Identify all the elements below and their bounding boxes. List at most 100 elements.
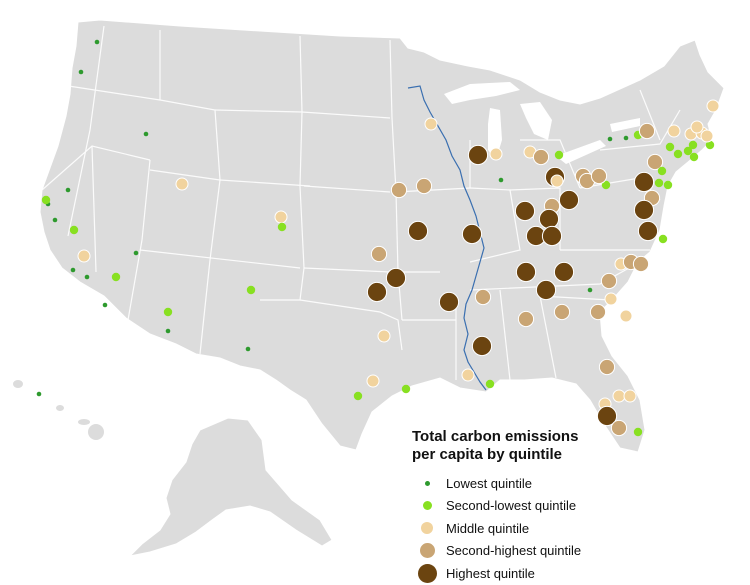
city-marker-highest [438, 291, 460, 313]
city-marker-highest [407, 220, 429, 242]
city-marker-lowest [587, 287, 593, 293]
city-marker-second-lowest [654, 178, 664, 188]
border-east-4 [639, 89, 661, 141]
city-marker-second-lowest [246, 285, 256, 295]
city-marker-second-highest [390, 181, 408, 199]
city-marker-lowest [78, 69, 84, 75]
city-marker-highest [515, 261, 537, 283]
border-west-5 [91, 145, 97, 273]
city-marker-second-highest [600, 272, 618, 290]
city-marker-highest [633, 199, 655, 221]
city-marker-lowest [143, 131, 149, 137]
legend-item-middle: Middle quintile [412, 517, 732, 540]
legend-swatch-lowest [424, 480, 430, 486]
border-west-2 [61, 84, 161, 101]
hawaii-maui [78, 419, 90, 425]
legend-item-highest: Highest quintile [412, 562, 732, 585]
city-marker-second-highest [646, 153, 664, 171]
city-marker-middle [377, 329, 391, 343]
border-west-1 [67, 25, 105, 237]
city-marker-lowest [36, 391, 42, 397]
border-midwest-4 [520, 139, 581, 189]
city-marker-middle [77, 249, 91, 263]
city-marker-highest [637, 220, 659, 242]
lake-erie [556, 140, 606, 164]
city-marker-second-lowest [658, 234, 668, 244]
city-marker-highest [596, 405, 618, 427]
border-southeast-4 [469, 261, 641, 291]
land-layer [13, 19, 725, 557]
city-marker-second-lowest [111, 272, 121, 282]
city-marker-lowest [245, 346, 251, 352]
city-marker-second-highest [532, 148, 550, 166]
city-marker-middle [175, 177, 189, 191]
city-marker-second-highest [415, 177, 433, 195]
border-southeast-2 [499, 289, 511, 381]
legend-swatch-second-lowest [422, 501, 432, 511]
city-marker-second-lowest [683, 146, 693, 156]
border-southeast-3 [539, 295, 557, 379]
city-marker-middle [489, 147, 503, 161]
border-mountain-4 [139, 249, 301, 269]
city-marker-middle [690, 120, 704, 134]
city-marker-second-lowest [633, 427, 643, 437]
city-marker-middle [550, 174, 564, 188]
city-marker-second-highest [553, 303, 571, 321]
legend-label-highest: Highest quintile [446, 565, 535, 581]
legend-swatch-highest [417, 563, 437, 583]
border-plains-2 [214, 109, 391, 119]
city-marker-second-lowest [41, 195, 51, 205]
legend-label-middle: Middle quintile [446, 520, 530, 536]
city-marker-second-lowest [601, 180, 611, 190]
contiguous-us-landmass [39, 19, 725, 453]
legend-label-second-lowest: Second-lowest quintile [446, 498, 577, 514]
city-marker-lowest [165, 328, 171, 334]
city-marker-second-lowest [657, 166, 667, 176]
city-marker-highest [535, 279, 557, 301]
legend-item-second-lowest: Second-lowest quintile [412, 495, 732, 518]
city-marker-second-lowest [665, 142, 675, 152]
city-marker-highest [385, 267, 407, 289]
legend-swatch-second-highest [419, 543, 435, 559]
city-marker-second-highest [370, 245, 388, 263]
city-marker-second-highest [474, 288, 492, 306]
border-plains-3 [303, 185, 391, 193]
city-marker-highest [461, 223, 483, 245]
city-marker-second-lowest [663, 180, 673, 190]
city-marker-highest [538, 208, 560, 230]
city-marker-second-highest [632, 255, 650, 273]
city-marker-highest [558, 189, 580, 211]
border-mountain-3 [199, 179, 221, 355]
legend-items: Lowest quintile Second-lowest quintile M… [412, 472, 732, 585]
legend-label-second-highest: Second-highest quintile [446, 543, 582, 559]
lake-superior [444, 82, 520, 104]
border-mountain-1 [159, 30, 221, 181]
city-marker-lowest [52, 217, 58, 223]
city-marker-highest [541, 225, 563, 247]
city-marker-second-lowest [485, 379, 495, 389]
city-marker-middle [700, 129, 714, 143]
city-marker-second-highest [610, 419, 628, 437]
city-marker-second-lowest [69, 225, 79, 235]
legend-item-second-highest: Second-highest quintile [412, 540, 732, 563]
border-mountain-2 [149, 169, 221, 181]
map-legend: Total carbon emissions per capita by qui… [412, 428, 732, 585]
city-marker-second-highest [590, 167, 608, 185]
city-marker-lowest [623, 135, 629, 141]
city-marker-second-lowest [353, 391, 363, 401]
city-marker-middle [619, 309, 633, 323]
city-marker-lowest [94, 39, 100, 45]
city-marker-middle [604, 292, 618, 306]
city-markers [36, 39, 720, 437]
city-marker-middle [612, 389, 626, 403]
border-midwest-2 [469, 187, 521, 263]
border-plains-1 [260, 35, 305, 301]
city-marker-highest [467, 144, 489, 166]
legend-label-lowest: Lowest quintile [446, 475, 532, 491]
city-marker-lowest [133, 250, 139, 256]
border-west-4 [127, 159, 151, 321]
legend-title: Total carbon emissions per capita by qui… [412, 428, 732, 464]
city-marker-second-lowest [705, 140, 715, 150]
city-marker-lowest [102, 302, 108, 308]
city-marker-middle [623, 389, 637, 403]
